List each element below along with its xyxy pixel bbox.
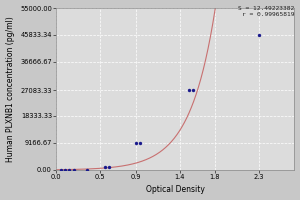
Point [58, 168, 63, 171]
Point [133, 141, 138, 144]
Point [102, 165, 107, 169]
Point [85, 168, 89, 171]
Point [138, 141, 142, 144]
Point [186, 89, 191, 92]
Y-axis label: Human PLXNB1 concentration (pg/ml): Human PLXNB1 concentration (pg/ml) [6, 16, 15, 162]
Point [63, 168, 68, 171]
Point [257, 33, 262, 37]
X-axis label: Optical Density: Optical Density [146, 185, 205, 194]
Point [67, 168, 72, 171]
Point [190, 89, 195, 92]
Point [71, 168, 76, 171]
Point [107, 165, 112, 169]
Text: S = 12.49223382
r = 0.99965819: S = 12.49223382 r = 0.99965819 [238, 6, 294, 17]
